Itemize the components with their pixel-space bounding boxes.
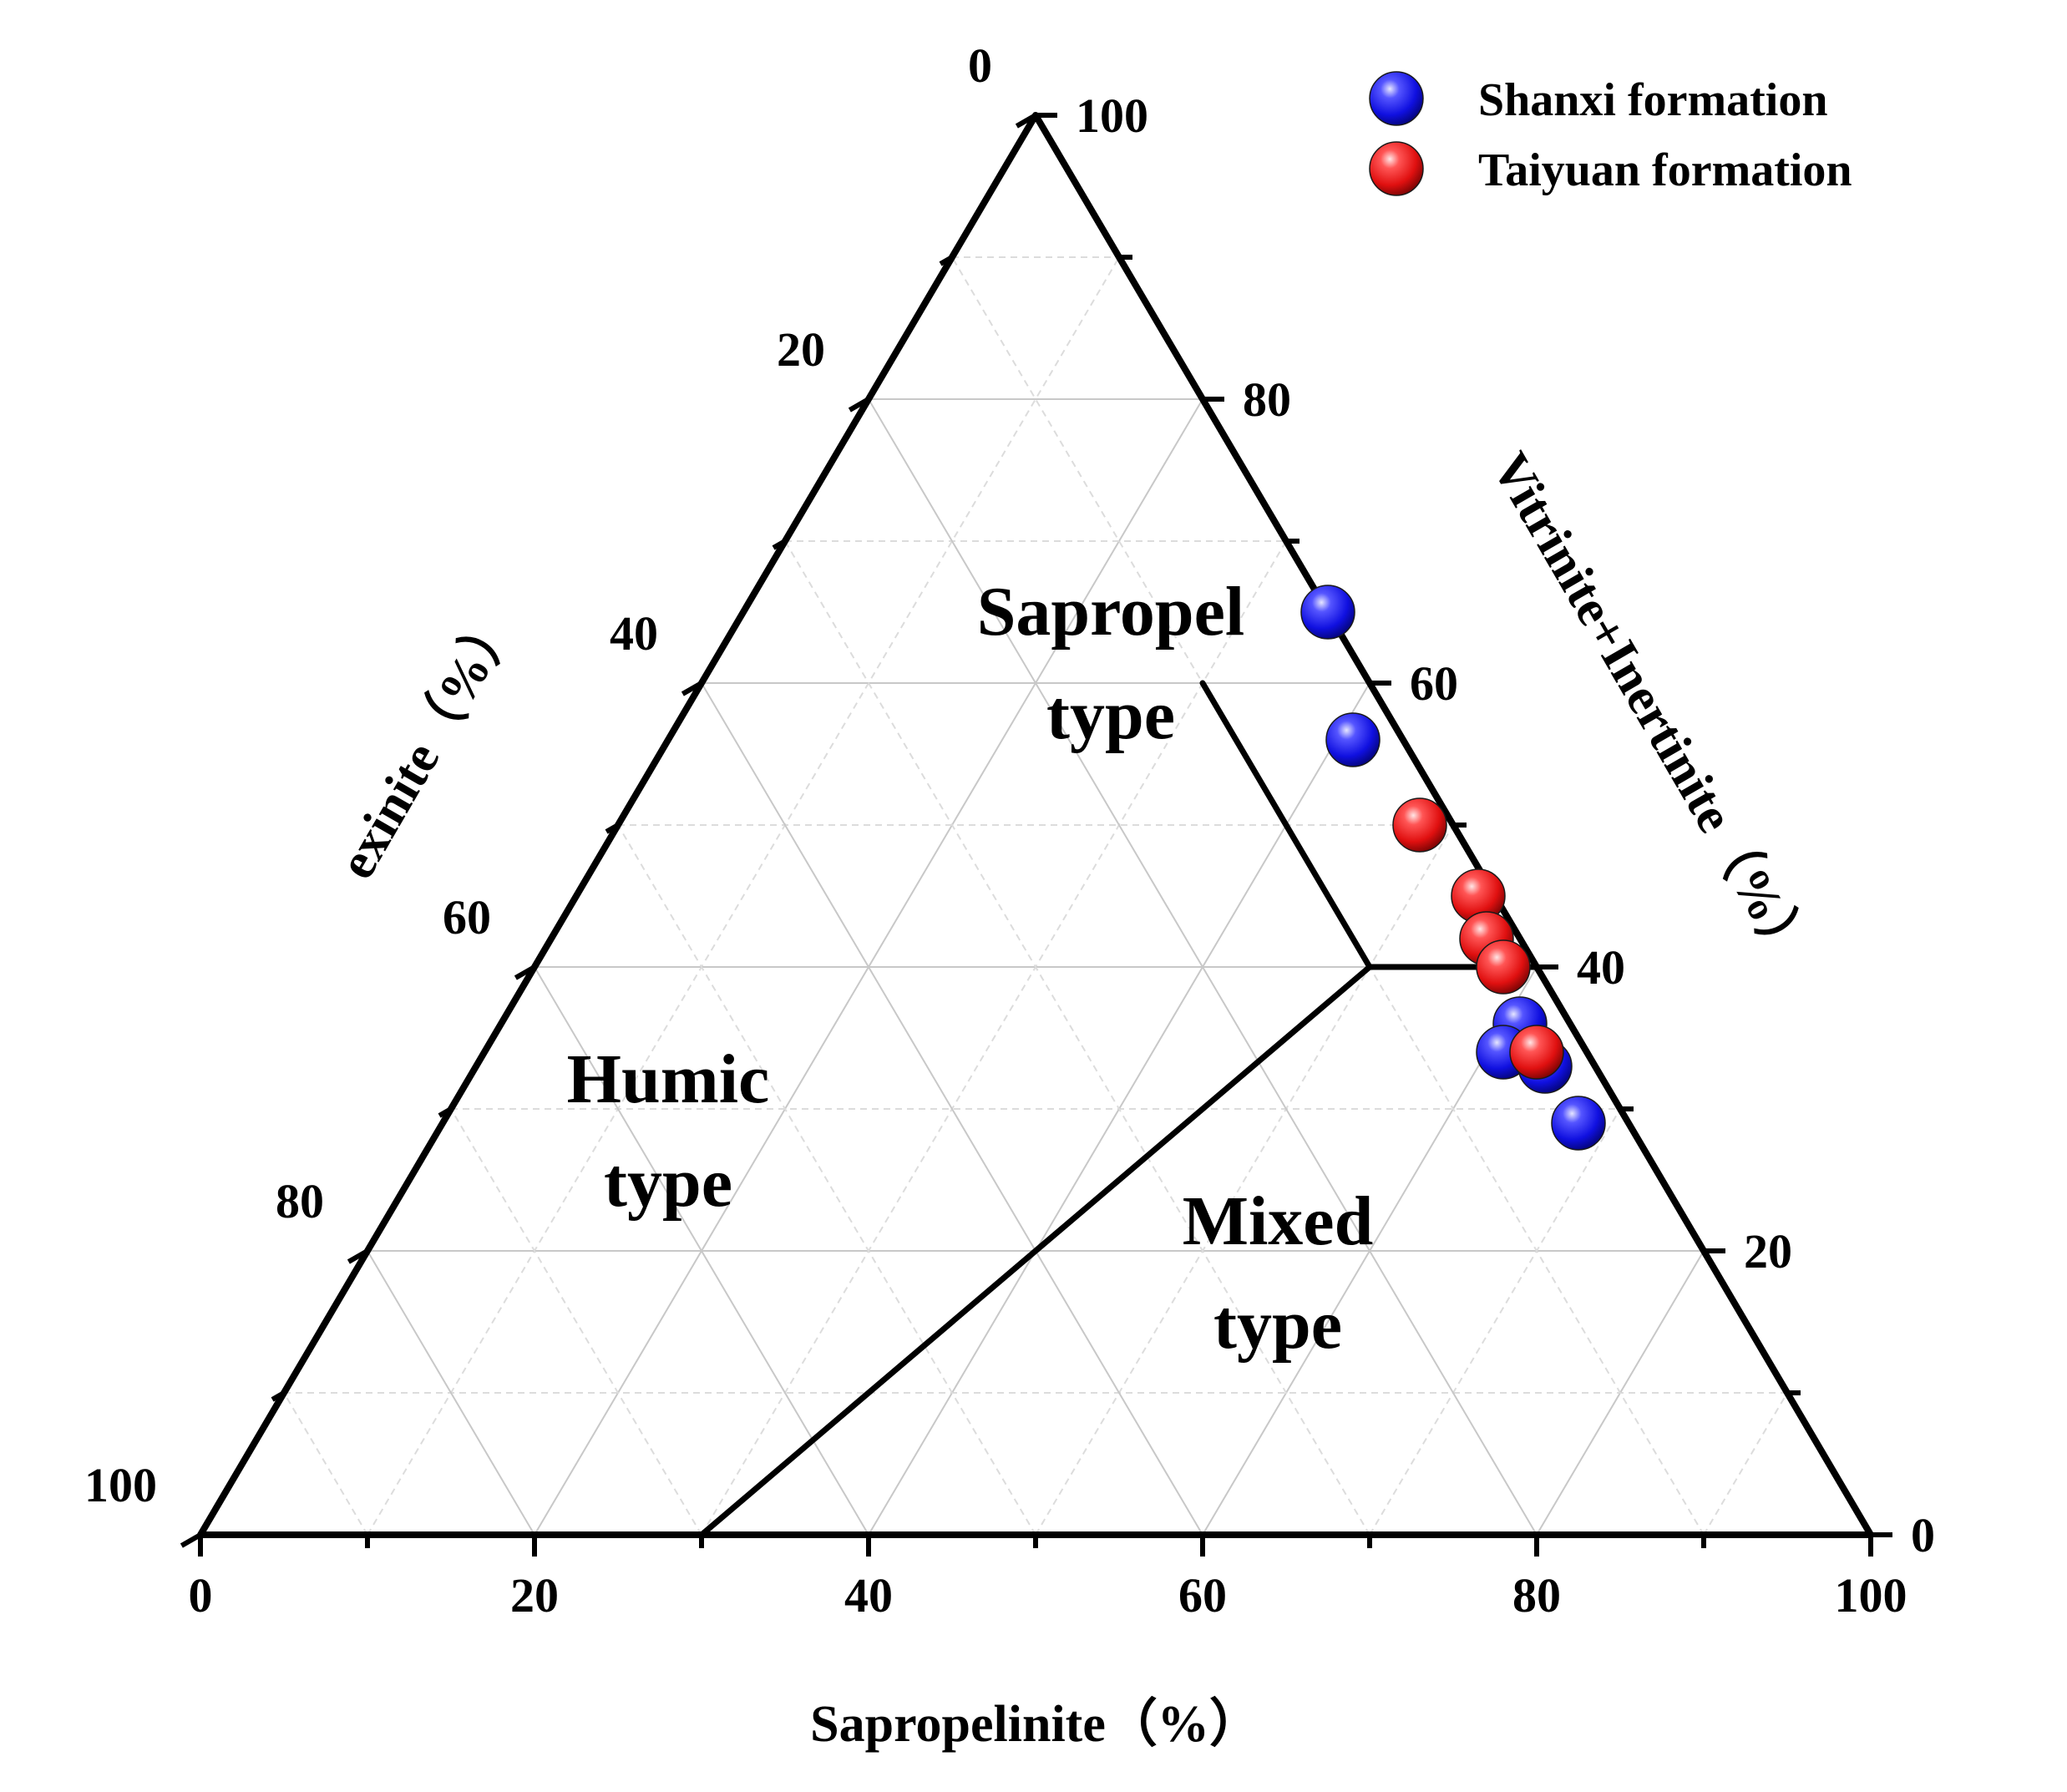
region-label-mixed: Mixed type — [1183, 1182, 1374, 1364]
region-label-humic: Humic type — [567, 1040, 770, 1222]
left-tick-label: 100 — [84, 1458, 157, 1512]
data-point-taiyuan — [1509, 1025, 1564, 1080]
grid-line — [701, 540, 1287, 1536]
grid-line — [367, 256, 1120, 1536]
right-tick-label: 40 — [1577, 940, 1625, 995]
left-tick-label: 0 — [968, 38, 992, 93]
triangle-outline — [197, 112, 1874, 1538]
data-point-shanxi — [1551, 1096, 1606, 1151]
legend-label-shanxi: Shanxi formation — [1478, 74, 1828, 126]
data-point-taiyuan — [1476, 939, 1531, 995]
left-tick — [271, 1390, 286, 1402]
legend-marker-shanxi — [1369, 71, 1424, 126]
region-labels: Sapropel type Humic type Mixed type — [567, 573, 1374, 1364]
axis-ticks — [180, 113, 1892, 1557]
boundary-line — [1199, 680, 1373, 970]
grid-line — [784, 540, 1370, 1536]
data-point-shanxi — [1325, 712, 1381, 767]
region-label-line: Humic — [567, 1040, 770, 1118]
right-axis-tick-labels: 0 20 40 60 80 100 — [1076, 89, 1935, 1562]
legend-marker-taiyuan — [1369, 141, 1424, 196]
left-tick-label: 80 — [276, 1174, 324, 1228]
left-tick — [605, 823, 620, 834]
right-axis-title: Vitrinite+Inertinite（%） — [1481, 443, 1822, 976]
grid-line — [1035, 824, 1454, 1536]
grid-line — [701, 682, 1203, 1536]
left-tick-label: 40 — [610, 606, 658, 661]
region-label-line: type — [1213, 1286, 1342, 1364]
bottom-tick-label: 0 — [189, 1568, 213, 1622]
grid-line — [1703, 1392, 1788, 1536]
left-tick — [180, 1532, 202, 1548]
right-tick-label: 80 — [1243, 372, 1291, 427]
triangle-frame — [197, 112, 1874, 1538]
right-tick-label: 20 — [1744, 1224, 1792, 1278]
bottom-axis-tick-labels: 0 20 40 60 80 100 — [189, 1568, 1907, 1622]
boundary-line — [698, 964, 1373, 1538]
data-points — [1300, 585, 1606, 1151]
left-tick — [1015, 113, 1037, 129]
left-tick-label: 60 — [443, 890, 491, 944]
left-tick — [772, 539, 787, 550]
data-point-shanxi — [1300, 585, 1355, 640]
bottom-tick-label: 80 — [1512, 1568, 1561, 1622]
right-tick-label: 100 — [1076, 89, 1148, 143]
grid-line — [283, 1392, 368, 1536]
bottom-tick-label: 20 — [510, 1568, 559, 1622]
data-point-taiyuan — [1392, 797, 1447, 853]
region-label-line: Sapropel — [977, 573, 1245, 650]
left-axis-tick-labels: 0 20 40 60 80 100 — [84, 38, 992, 1512]
grid-line — [450, 1108, 702, 1536]
left-tick — [347, 1248, 369, 1264]
grid-line — [1369, 1108, 1621, 1536]
left-tick — [681, 681, 703, 696]
region-label-line: Mixed — [1183, 1182, 1374, 1260]
region-label-line: type — [1046, 676, 1175, 754]
left-tick — [848, 397, 870, 413]
left-tick-label: 20 — [777, 322, 825, 377]
left-tick — [514, 964, 536, 980]
right-tick-label: 0 — [1911, 1508, 1935, 1562]
region-label-line: type — [604, 1144, 732, 1222]
grid-lines — [283, 256, 1788, 1536]
left-axis-title: exinite（%） — [327, 597, 528, 888]
left-tick — [939, 255, 954, 266]
legend-label-taiyuan: Taiyuan formation — [1478, 144, 1852, 196]
bottom-tick-label: 60 — [1178, 1568, 1227, 1622]
bottom-axis-title: Sapropelinite（%） — [810, 1694, 1261, 1753]
grid-line — [367, 1250, 535, 1536]
bottom-tick-label: 40 — [844, 1568, 893, 1622]
right-tick-label: 60 — [1410, 656, 1458, 711]
bottom-tick-label: 100 — [1835, 1568, 1907, 1622]
grid-line — [868, 398, 1538, 1536]
left-tick — [438, 1106, 453, 1118]
grid-line — [617, 824, 1036, 1536]
region-label-sapropel: Sapropel type — [977, 573, 1245, 754]
legend: Shanxi formation Taiyuan formation — [1369, 71, 1852, 196]
